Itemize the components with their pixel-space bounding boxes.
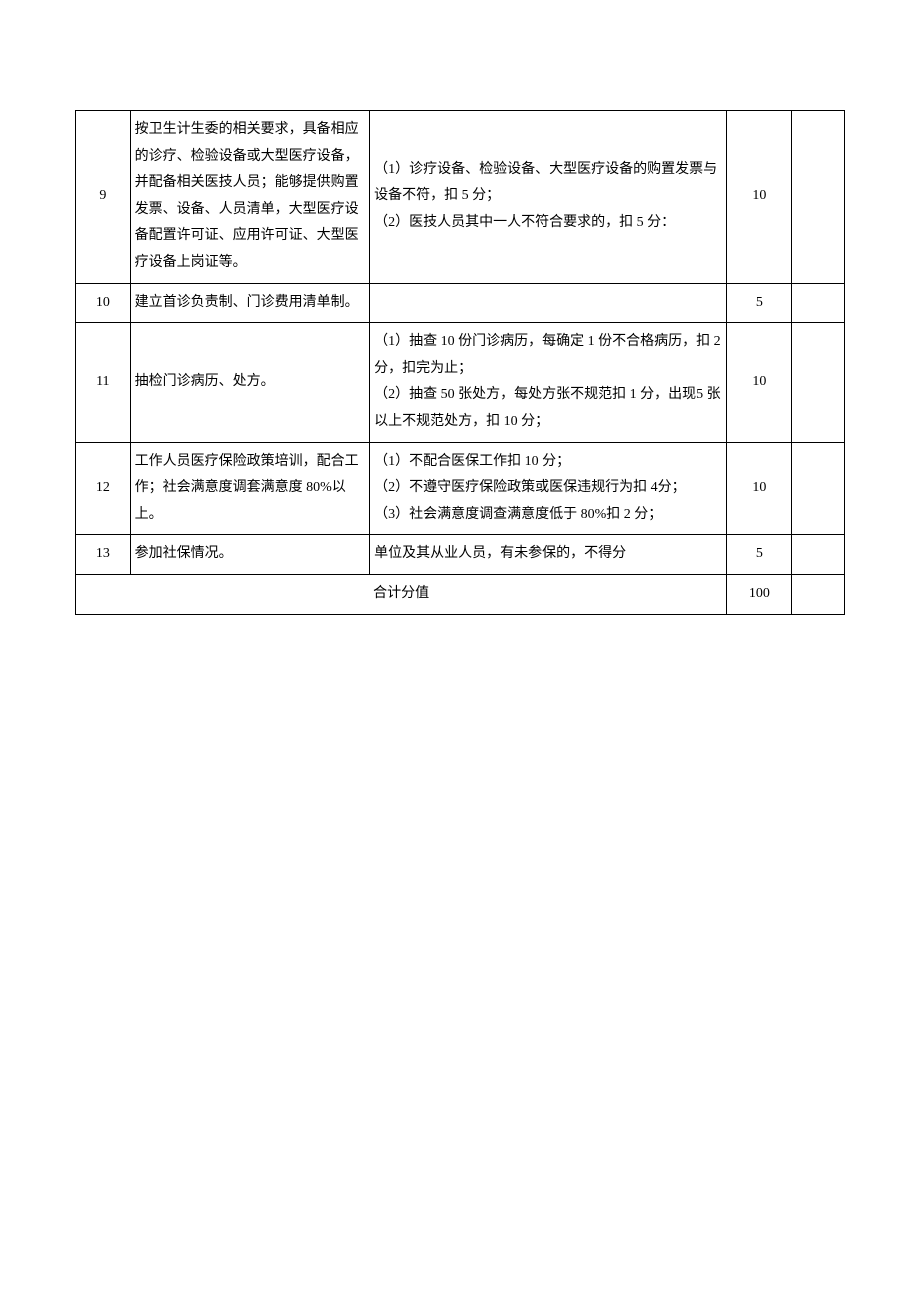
- row-blank: [792, 283, 845, 323]
- row-score: 10: [727, 442, 792, 535]
- row-item: 工作人员医疗保险政策培训，配合工作；社会满意度调套满意度 80%以上。: [130, 442, 370, 535]
- row-detail: [370, 283, 727, 323]
- row-blank: [792, 535, 845, 575]
- summary-blank: [792, 574, 845, 614]
- row-score: 10: [727, 323, 792, 442]
- row-score: 5: [727, 283, 792, 323]
- summary-label: 合计分值: [76, 574, 727, 614]
- row-item: 抽检门诊病历、处方。: [130, 323, 370, 442]
- table-row: 9 按卫生计生委的相关要求，具备相应的诊疗、检验设备或大型医疗设备，并配备相关医…: [76, 111, 845, 284]
- row-detail: 单位及其从业人员，有未参保的，不得分: [370, 535, 727, 575]
- table-row: 12 工作人员医疗保险政策培训，配合工作；社会满意度调套满意度 80%以上。 （…: [76, 442, 845, 535]
- row-number: 13: [76, 535, 131, 575]
- table-row: 11 抽检门诊病历、处方。 （1）抽查 10 份门诊病历，每确定 1 份不合格病…: [76, 323, 845, 442]
- row-item: 按卫生计生委的相关要求，具备相应的诊疗、检验设备或大型医疗设备，并配备相关医技人…: [130, 111, 370, 284]
- row-blank: [792, 111, 845, 284]
- row-detail: （1）不配合医保工作扣 10 分；（2）不遵守医疗保险政策或医保违规行为扣 4分…: [370, 442, 727, 535]
- row-number: 11: [76, 323, 131, 442]
- table-row: 13 参加社保情况。 单位及其从业人员，有未参保的，不得分 5: [76, 535, 845, 575]
- table-body: 9 按卫生计生委的相关要求，具备相应的诊疗、检验设备或大型医疗设备，并配备相关医…: [76, 111, 845, 615]
- row-number: 9: [76, 111, 131, 284]
- row-score: 10: [727, 111, 792, 284]
- scoring-table: 9 按卫生计生委的相关要求，具备相应的诊疗、检验设备或大型医疗设备，并配备相关医…: [75, 110, 845, 615]
- row-detail: （1）抽查 10 份门诊病历，每确定 1 份不合格病历，扣 2 分，扣完为止；（…: [370, 323, 727, 442]
- summary-total: 100: [727, 574, 792, 614]
- summary-row: 合计分值 100: [76, 574, 845, 614]
- row-number: 10: [76, 283, 131, 323]
- row-score: 5: [727, 535, 792, 575]
- table-row: 10 建立首诊负责制、门诊费用清单制。 5: [76, 283, 845, 323]
- row-item: 建立首诊负责制、门诊费用清单制。: [130, 283, 370, 323]
- row-number: 12: [76, 442, 131, 535]
- row-item: 参加社保情况。: [130, 535, 370, 575]
- row-blank: [792, 323, 845, 442]
- row-blank: [792, 442, 845, 535]
- row-detail: （1）诊疗设备、检验设备、大型医疗设备的购置发票与设备不符，扣 5 分；（2）医…: [370, 111, 727, 284]
